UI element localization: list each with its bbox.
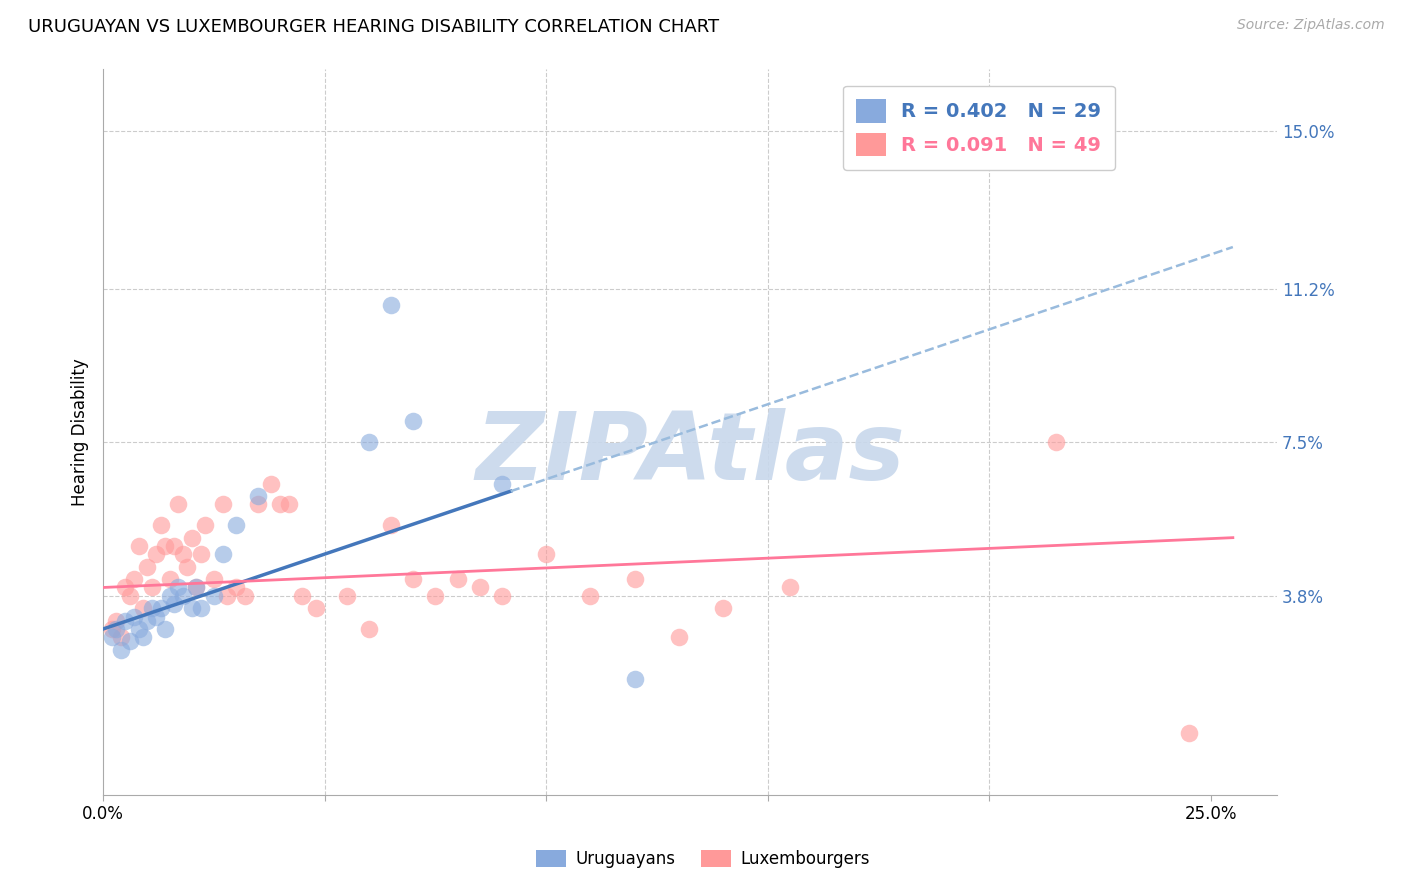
Point	[247, 498, 270, 512]
Text: URUGUAYAN VS LUXEMBOURGER HEARING DISABILITY CORRELATION CHART: URUGUAYAN VS LUXEMBOURGER HEARING DISABI…	[28, 18, 720, 36]
Point	[163, 597, 186, 611]
Point	[128, 539, 150, 553]
Point	[163, 539, 186, 553]
Point	[468, 581, 491, 595]
Point	[141, 581, 163, 595]
Point	[1177, 726, 1199, 740]
Point	[145, 547, 167, 561]
Point	[136, 614, 159, 628]
Point	[172, 589, 194, 603]
Point	[491, 476, 513, 491]
Point	[779, 581, 801, 595]
Point	[101, 630, 124, 644]
Point	[190, 601, 212, 615]
Point	[194, 518, 217, 533]
Point	[534, 547, 557, 561]
Point	[167, 498, 190, 512]
Point	[491, 589, 513, 603]
Point	[110, 642, 132, 657]
Point	[118, 589, 141, 603]
Point	[402, 572, 425, 586]
Point	[128, 622, 150, 636]
Point	[336, 589, 359, 603]
Text: ZIPAtlas: ZIPAtlas	[475, 408, 905, 500]
Point	[260, 476, 283, 491]
Point	[132, 601, 155, 615]
Point	[446, 572, 468, 586]
Point	[149, 518, 172, 533]
Point	[579, 589, 602, 603]
Point	[357, 622, 380, 636]
Point	[217, 589, 239, 603]
Point	[190, 547, 212, 561]
Point	[211, 498, 233, 512]
Y-axis label: Hearing Disability: Hearing Disability	[72, 358, 89, 506]
Point	[186, 581, 208, 595]
Point	[623, 572, 645, 586]
Point	[357, 435, 380, 450]
Point	[145, 609, 167, 624]
Point	[211, 547, 233, 561]
Point	[176, 559, 198, 574]
Point	[114, 614, 136, 628]
Point	[105, 614, 128, 628]
Point	[141, 601, 163, 615]
Point	[269, 498, 291, 512]
Point	[136, 559, 159, 574]
Point	[180, 531, 202, 545]
Point	[149, 601, 172, 615]
Point	[132, 630, 155, 644]
Point	[159, 589, 181, 603]
Point	[380, 298, 402, 312]
Point	[172, 547, 194, 561]
Point	[202, 589, 225, 603]
Point	[402, 414, 425, 428]
Point	[118, 634, 141, 648]
Point	[233, 589, 256, 603]
Point	[291, 589, 314, 603]
Text: Source: ZipAtlas.com: Source: ZipAtlas.com	[1237, 18, 1385, 32]
Point	[225, 581, 247, 595]
Legend: R = 0.402   N = 29, R = 0.091   N = 49: R = 0.402 N = 29, R = 0.091 N = 49	[842, 86, 1115, 169]
Point	[425, 589, 447, 603]
Point	[225, 518, 247, 533]
Point	[186, 581, 208, 595]
Point	[101, 622, 124, 636]
Point	[623, 672, 645, 686]
Point	[114, 581, 136, 595]
Legend: Uruguayans, Luxembourgers: Uruguayans, Luxembourgers	[529, 843, 877, 875]
Point	[122, 609, 145, 624]
Point	[167, 581, 190, 595]
Point	[380, 518, 402, 533]
Point	[153, 622, 176, 636]
Point	[247, 489, 270, 503]
Point	[668, 630, 690, 644]
Point	[110, 630, 132, 644]
Point	[180, 601, 202, 615]
Point	[153, 539, 176, 553]
Point	[105, 622, 128, 636]
Point	[711, 601, 734, 615]
Point	[122, 572, 145, 586]
Point	[305, 601, 328, 615]
Point	[278, 498, 301, 512]
Point	[159, 572, 181, 586]
Point	[1045, 435, 1067, 450]
Point	[202, 572, 225, 586]
